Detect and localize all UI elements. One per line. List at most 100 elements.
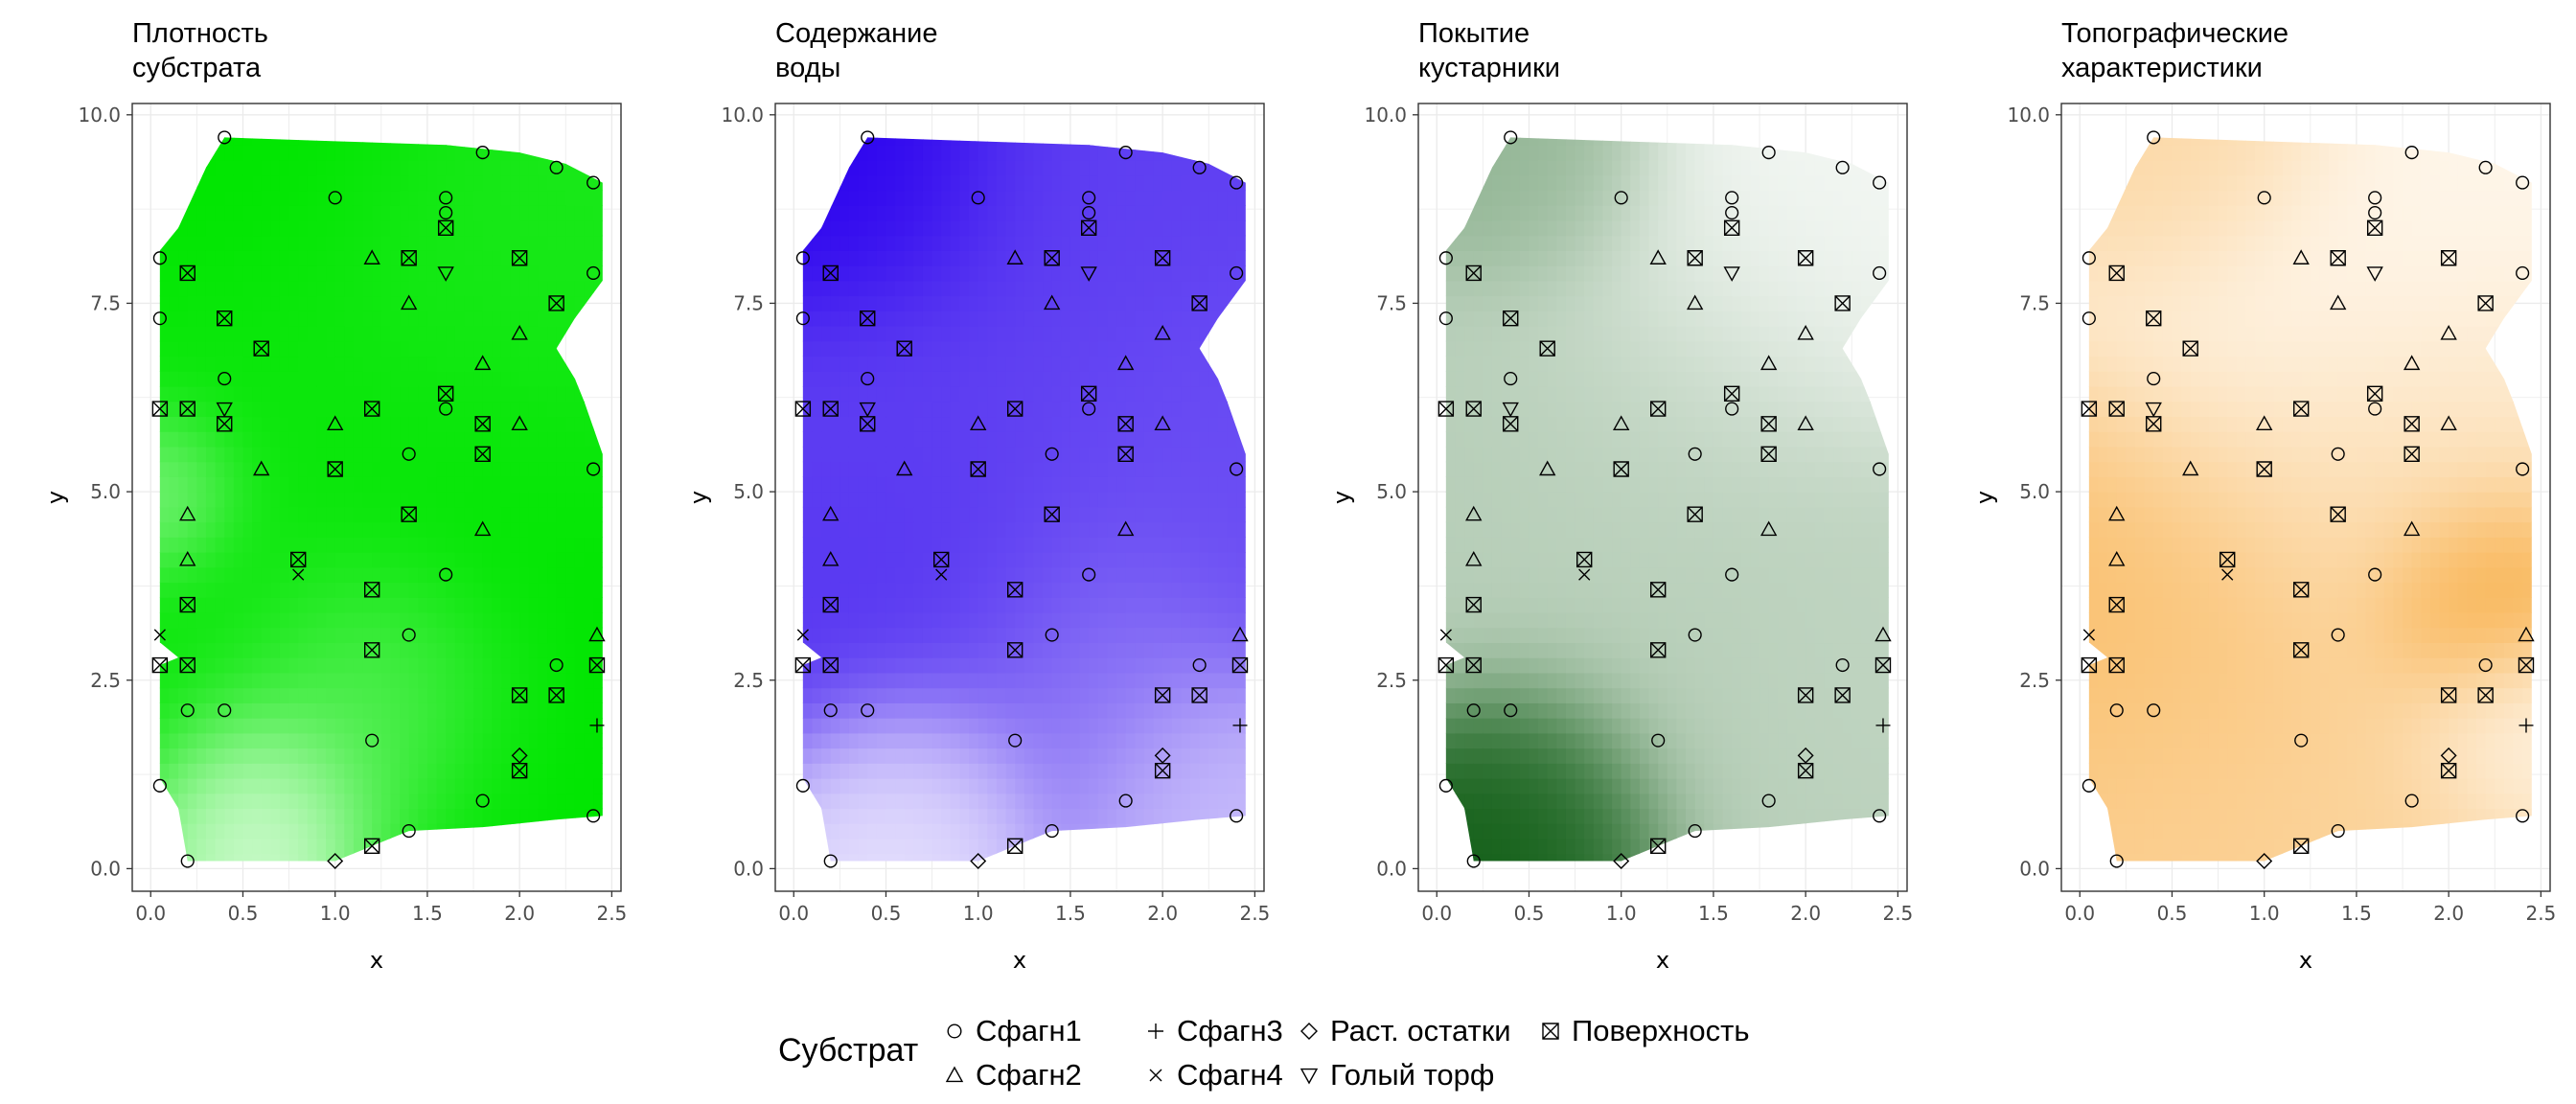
x-tick-label: 0.0 — [1421, 902, 1452, 925]
data-point — [151, 656, 169, 674]
x-tick-label: 2.5 — [1882, 902, 1913, 925]
data-point — [586, 175, 601, 190]
legend-key — [1542, 1023, 1559, 1040]
legend-item-label: Голый торф — [1330, 1058, 1495, 1092]
data-point — [1687, 250, 1703, 266]
y-axis-title: y — [42, 491, 69, 504]
plot-border — [2060, 103, 2551, 892]
data-point — [2478, 160, 2493, 174]
data-point — [896, 340, 912, 356]
data-point — [2145, 402, 2162, 418]
x-tick-label: 1.0 — [320, 902, 351, 925]
data-point — [2256, 461, 2272, 477]
data-point — [363, 582, 380, 598]
data-point — [1082, 191, 1096, 205]
data-point — [1613, 415, 1630, 431]
data-point — [327, 461, 343, 477]
data-point — [795, 251, 810, 265]
data-point — [2331, 823, 2345, 839]
data-point — [1797, 415, 1814, 431]
data-point — [2518, 718, 2534, 733]
x-tick-label: 0.5 — [228, 902, 259, 925]
panel-3: 0.0 0.5 1.0 1.5 2.0 2.5 0.0 2.5 5.0 7.5 10.0 x y — [1328, 103, 1913, 974]
data-point — [970, 415, 987, 431]
data-point — [1154, 687, 1171, 703]
y-tick-label: 2.5 — [1376, 669, 1407, 692]
data-point — [2108, 401, 2125, 417]
legend-title: Субстрат — [778, 1032, 919, 1069]
data-point — [1191, 687, 1208, 703]
data-point — [2366, 219, 2383, 236]
legend-item: Сфагн4 — [1142, 1055, 1283, 1095]
data-point — [1116, 520, 1135, 537]
data-point — [795, 778, 810, 793]
data-point — [1649, 249, 1667, 264]
data-point — [153, 629, 166, 641]
legend-item-label: Сфагн2 — [976, 1058, 1082, 1092]
y-tick-label: 7.5 — [90, 291, 121, 314]
data-point — [1687, 506, 1703, 522]
data-point — [2331, 447, 2345, 461]
x-axis-title: x — [2299, 947, 2312, 974]
data-point — [401, 506, 417, 522]
data-point — [363, 249, 380, 264]
data-point — [2516, 175, 2530, 190]
data-point — [1835, 160, 1850, 174]
x-tick-label: 2.0 — [1790, 902, 1821, 925]
x-tick-label: 1.5 — [1055, 902, 1086, 925]
data-point — [290, 551, 307, 568]
y-tick-label: 7.5 — [1376, 291, 1407, 314]
data-point — [971, 191, 985, 205]
data-point — [1539, 340, 1555, 356]
data-point — [1797, 747, 1814, 764]
data-point — [1797, 324, 1814, 340]
data-point — [1873, 462, 1887, 476]
y-tick-label: 0.0 — [1376, 857, 1407, 880]
data-point — [1154, 747, 1171, 764]
data-point — [439, 567, 453, 582]
legend: Субстрат Сфагн1 Сфагн2 Сфагн3 Сфагн4 Раст. о… — [778, 1011, 1832, 1097]
data-point — [1438, 311, 1453, 326]
panel-2: 0.0 0.5 1.0 1.5 2.0 2.5 0.0 2.5 5.0 7.5 10.0 x y — [685, 103, 1270, 974]
data-point — [2331, 628, 2345, 642]
axes: 0.0 0.5 1.0 1.5 2.0 2.5 0.0 2.5 5.0 7.5 10.0 — [78, 104, 627, 925]
data-point — [1649, 401, 1667, 417]
data-point — [2256, 853, 2273, 870]
data-point — [474, 416, 491, 432]
data-point — [2182, 460, 2199, 476]
data-point — [2081, 656, 2098, 674]
data-point — [2366, 266, 2383, 282]
data-point — [511, 687, 528, 703]
data-point — [1873, 175, 1887, 190]
sample-points — [1438, 130, 1892, 870]
data-point — [586, 809, 601, 823]
data-point — [2082, 778, 2096, 793]
data-point — [1465, 550, 1483, 566]
data-point — [1466, 703, 1481, 718]
data-point — [822, 401, 839, 417]
heatmap-field — [2088, 137, 2532, 862]
axes: 0.0 0.5 1.0 1.5 2.0 2.5 0.0 2.5 5.0 7.5 10.0 — [1364, 104, 1913, 925]
data-point — [218, 703, 232, 718]
data-point — [1008, 733, 1023, 748]
data-point — [1874, 656, 1892, 674]
data-point — [1723, 385, 1740, 402]
data-point — [2440, 762, 2457, 779]
data-point — [823, 703, 838, 718]
x-tick-label: 1.0 — [963, 902, 994, 925]
data-point — [1649, 642, 1667, 658]
data-point — [861, 130, 875, 145]
data-point — [586, 265, 601, 281]
data-point — [970, 853, 987, 870]
data-point — [2146, 416, 2162, 432]
data-point — [475, 794, 490, 808]
data-point — [1723, 219, 1740, 236]
data-point — [1725, 402, 1739, 416]
data-point — [1080, 385, 1097, 402]
data-point — [2109, 854, 2124, 868]
data-point — [1761, 146, 1776, 160]
data-point — [1006, 838, 1024, 855]
data-point — [217, 310, 233, 327]
panel-title-2: Содержание воды — [775, 18, 938, 83]
